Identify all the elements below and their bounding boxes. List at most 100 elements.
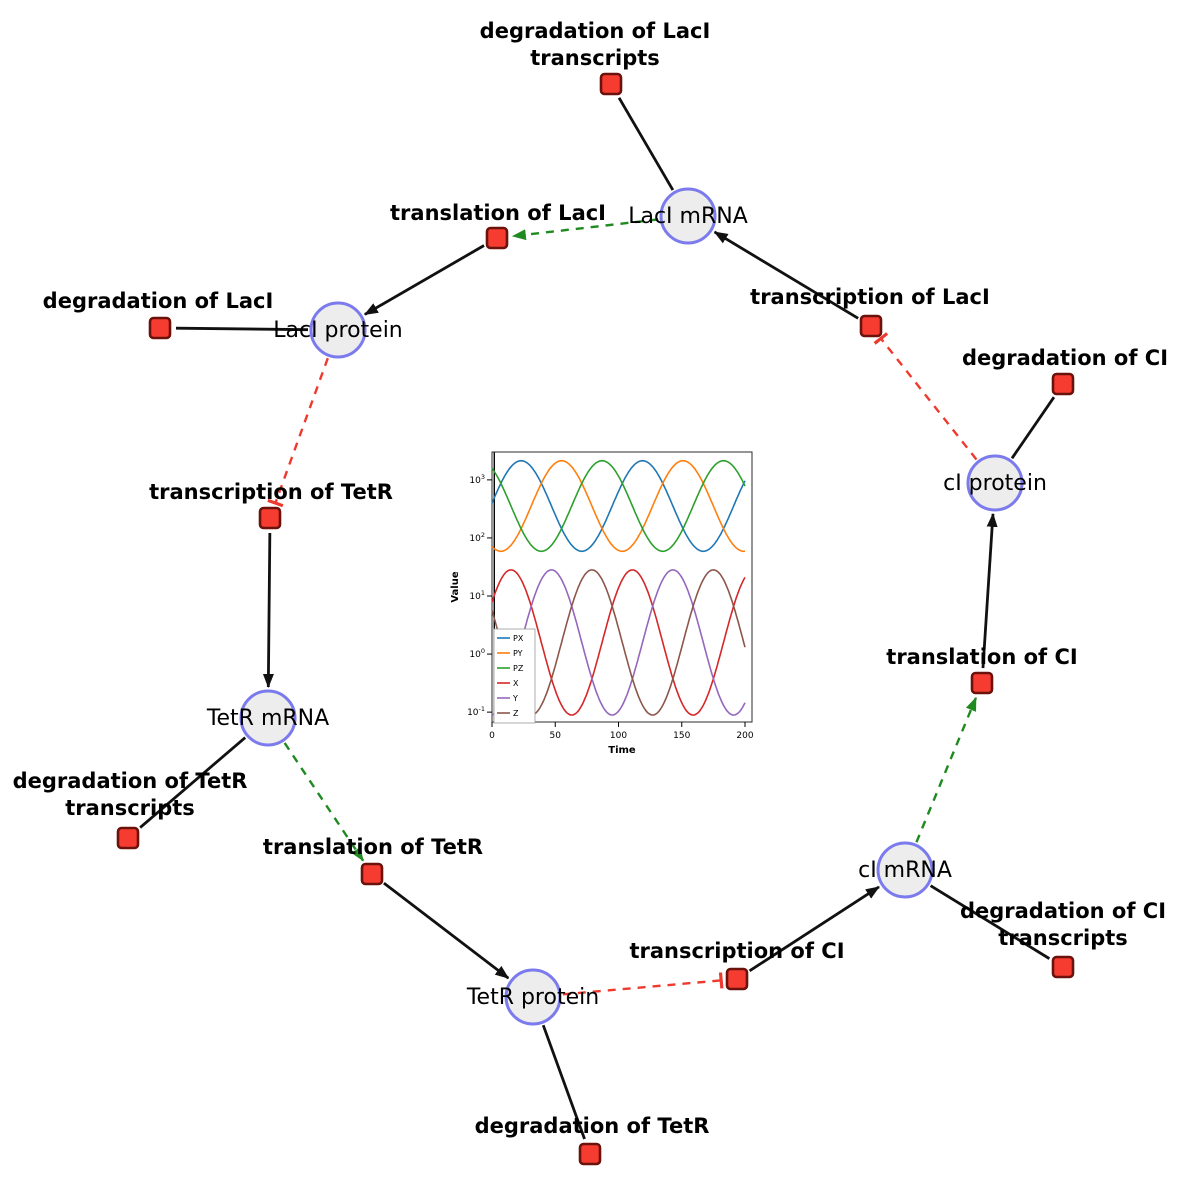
- reaction-label-tx_laci: transcription of LacI: [750, 285, 990, 309]
- edge-tetr_protein-deg_tetr: [541, 1024, 586, 1140]
- edge-laci_mrna-deg_laci_tx: [617, 97, 675, 191]
- edge-laci_protein-tx_tetr: [267, 357, 329, 508]
- species-label-laci_mrna: LacI mRNA: [628, 204, 748, 229]
- reaction-label-tx_tetr: transcription of TetR: [149, 480, 393, 504]
- legend-label-X: X: [513, 679, 519, 688]
- edge-laci_mrna-transl_laci: [511, 218, 659, 241]
- legend-label-PY: PY: [513, 649, 523, 658]
- edge-tetr_mrna-deg_tetr_tx: [139, 736, 247, 829]
- species-circle-ci_protein: [966, 454, 1024, 512]
- series-line-Y: [491, 569, 746, 716]
- reaction-square-transl_laci: [485, 226, 509, 250]
- reaction-square-deg_ci: [1051, 372, 1075, 396]
- species-node-laci_mrna: LacI mRNA: [628, 187, 748, 245]
- reaction-label-deg_laci_tx: degradation of LacI: [480, 19, 711, 43]
- reaction-label-deg_laci_tx: transcripts: [530, 46, 660, 70]
- edge-ci_protein-deg_ci: [1010, 396, 1056, 460]
- y-tick-label: 10-1: [467, 705, 485, 718]
- reaction-nodes-layer: degradation of LacI transcripts translatio…: [13, 19, 1168, 1166]
- reaction-label-deg_ci: degradation of CI: [962, 346, 1168, 370]
- species-circle-ci_mrna: [876, 841, 934, 899]
- edge-transl_laci-laci_protein: [363, 244, 485, 316]
- edges-layer: [139, 97, 1056, 1140]
- reaction-node-deg_laci: degradation of LacI: [43, 289, 274, 340]
- reaction-square-transl_ci: [970, 671, 994, 695]
- legend-label-PX: PX: [513, 634, 524, 643]
- edge-tx_tetr-tetr_mrna: [262, 532, 274, 689]
- reaction-node-tx_ci: transcription of CI: [629, 939, 845, 991]
- x-axis-label: Time: [608, 745, 636, 756]
- species-nodes-layer: LacI mRNA LacI protein TetR mRNA TetR prote…: [206, 187, 1047, 1026]
- species-circle-laci_mrna: [659, 187, 717, 245]
- reaction-square-tx_tetr: [258, 506, 282, 530]
- species-label-ci_mrna: cI mRNA: [858, 858, 952, 883]
- edge-tetr_protein-tx_ci: [562, 972, 724, 996]
- reaction-node-transl_laci: translation of LacI: [390, 201, 606, 250]
- species-node-laci_protein: LacI protein: [273, 301, 403, 359]
- reaction-label-transl_ci: translation of CI: [886, 645, 1077, 669]
- reaction-node-transl_tetr: translation of TetR: [263, 835, 483, 886]
- reaction-label-transl_laci: translation of LacI: [390, 201, 606, 225]
- reaction-label-tx_ci: transcription of CI: [629, 939, 844, 963]
- edge-tx_laci-laci_mrna: [713, 230, 859, 320]
- legend-label-Y: Y: [512, 694, 518, 703]
- reaction-square-tx_ci: [725, 967, 749, 991]
- edge-tx_ci-ci_mrna: [748, 885, 880, 973]
- chart-legend: PX PY PZ XYZ: [493, 628, 536, 724]
- edge-ci_mrna-transl_ci: [915, 696, 978, 843]
- reaction-square-deg_laci: [148, 316, 172, 340]
- x-tick-label: 0: [489, 731, 495, 741]
- species-circle-tetr_protein: [504, 968, 562, 1026]
- species-label-tetr_protein: TetR protein: [466, 985, 599, 1010]
- edge-transl_ci-ci_protein: [981, 512, 998, 669]
- species-label-ci_protein: cI protein: [943, 471, 1047, 496]
- species-node-tetr_mrna: TetR mRNA: [206, 689, 329, 747]
- reaction-node-deg_ci_tx: degradation of CI transcripts: [960, 899, 1166, 979]
- y-tick-label: 102: [469, 531, 485, 544]
- reaction-node-deg_tetr: degradation of TetR: [475, 1114, 710, 1166]
- y-tick-label: 101: [469, 589, 485, 602]
- reaction-node-transl_ci: translation of CI: [886, 645, 1078, 695]
- legend-label-PZ: PZ: [513, 664, 524, 673]
- reaction-label-deg_tetr_tx: degradation of TetR: [13, 769, 248, 793]
- reaction-label-deg_ci_tx: transcripts: [998, 926, 1128, 950]
- reaction-square-deg_laci_tx: [599, 72, 623, 96]
- legend-label-Z: Z: [513, 709, 519, 718]
- x-tick-label: 100: [610, 731, 627, 741]
- reaction-node-tx_laci: transcription of LacI: [750, 285, 990, 338]
- reaction-node-deg_laci_tx: degradation of LacI transcripts: [480, 19, 711, 96]
- y-tick-label: 103: [469, 473, 485, 486]
- species-circle-laci_protein: [309, 301, 367, 359]
- reaction-label-deg_ci_tx: degradation of CI: [960, 899, 1166, 923]
- species-node-ci_mrna: cI mRNA: [858, 841, 952, 899]
- series-line-PX: [491, 459, 746, 553]
- species-circle-tetr_mrna: [239, 689, 297, 747]
- reaction-label-deg_laci: degradation of LacI: [43, 289, 274, 313]
- reaction-node-deg_ci: degradation of CI: [962, 346, 1168, 396]
- edge-ci_mrna-deg_ci_tx: [929, 884, 1051, 960]
- x-tick-label: 200: [736, 731, 753, 741]
- edge-laci_protein-deg_laci: [175, 326, 309, 332]
- x-tick-label: 150: [673, 731, 690, 741]
- reaction-square-transl_tetr: [360, 862, 384, 886]
- reaction-label-transl_tetr: translation of TetR: [263, 835, 483, 859]
- species-node-ci_protein: cI protein: [943, 454, 1047, 512]
- y-axis-label: Value: [450, 571, 461, 602]
- species-label-laci_protein: LacI protein: [273, 318, 403, 343]
- reaction-node-deg_tetr_tx: degradation of TetR transcripts: [13, 769, 248, 850]
- reaction-node-tx_tetr: transcription of TetR: [149, 480, 393, 530]
- legend-box: [493, 628, 536, 724]
- series-line-X: [491, 569, 746, 716]
- reaction-square-deg_tetr: [578, 1142, 602, 1166]
- reaction-square-deg_tetr_tx: [116, 826, 140, 850]
- species-node-tetr_protein: TetR protein: [466, 968, 599, 1026]
- x-tick-label: 50: [550, 731, 562, 741]
- reaction-square-tx_laci: [859, 314, 883, 338]
- species-label-tetr_mrna: TetR mRNA: [206, 706, 329, 731]
- reaction-label-deg_tetr: degradation of TetR: [475, 1114, 710, 1138]
- y-tick-label: 100: [469, 647, 485, 660]
- series-line-PZ: [491, 459, 746, 553]
